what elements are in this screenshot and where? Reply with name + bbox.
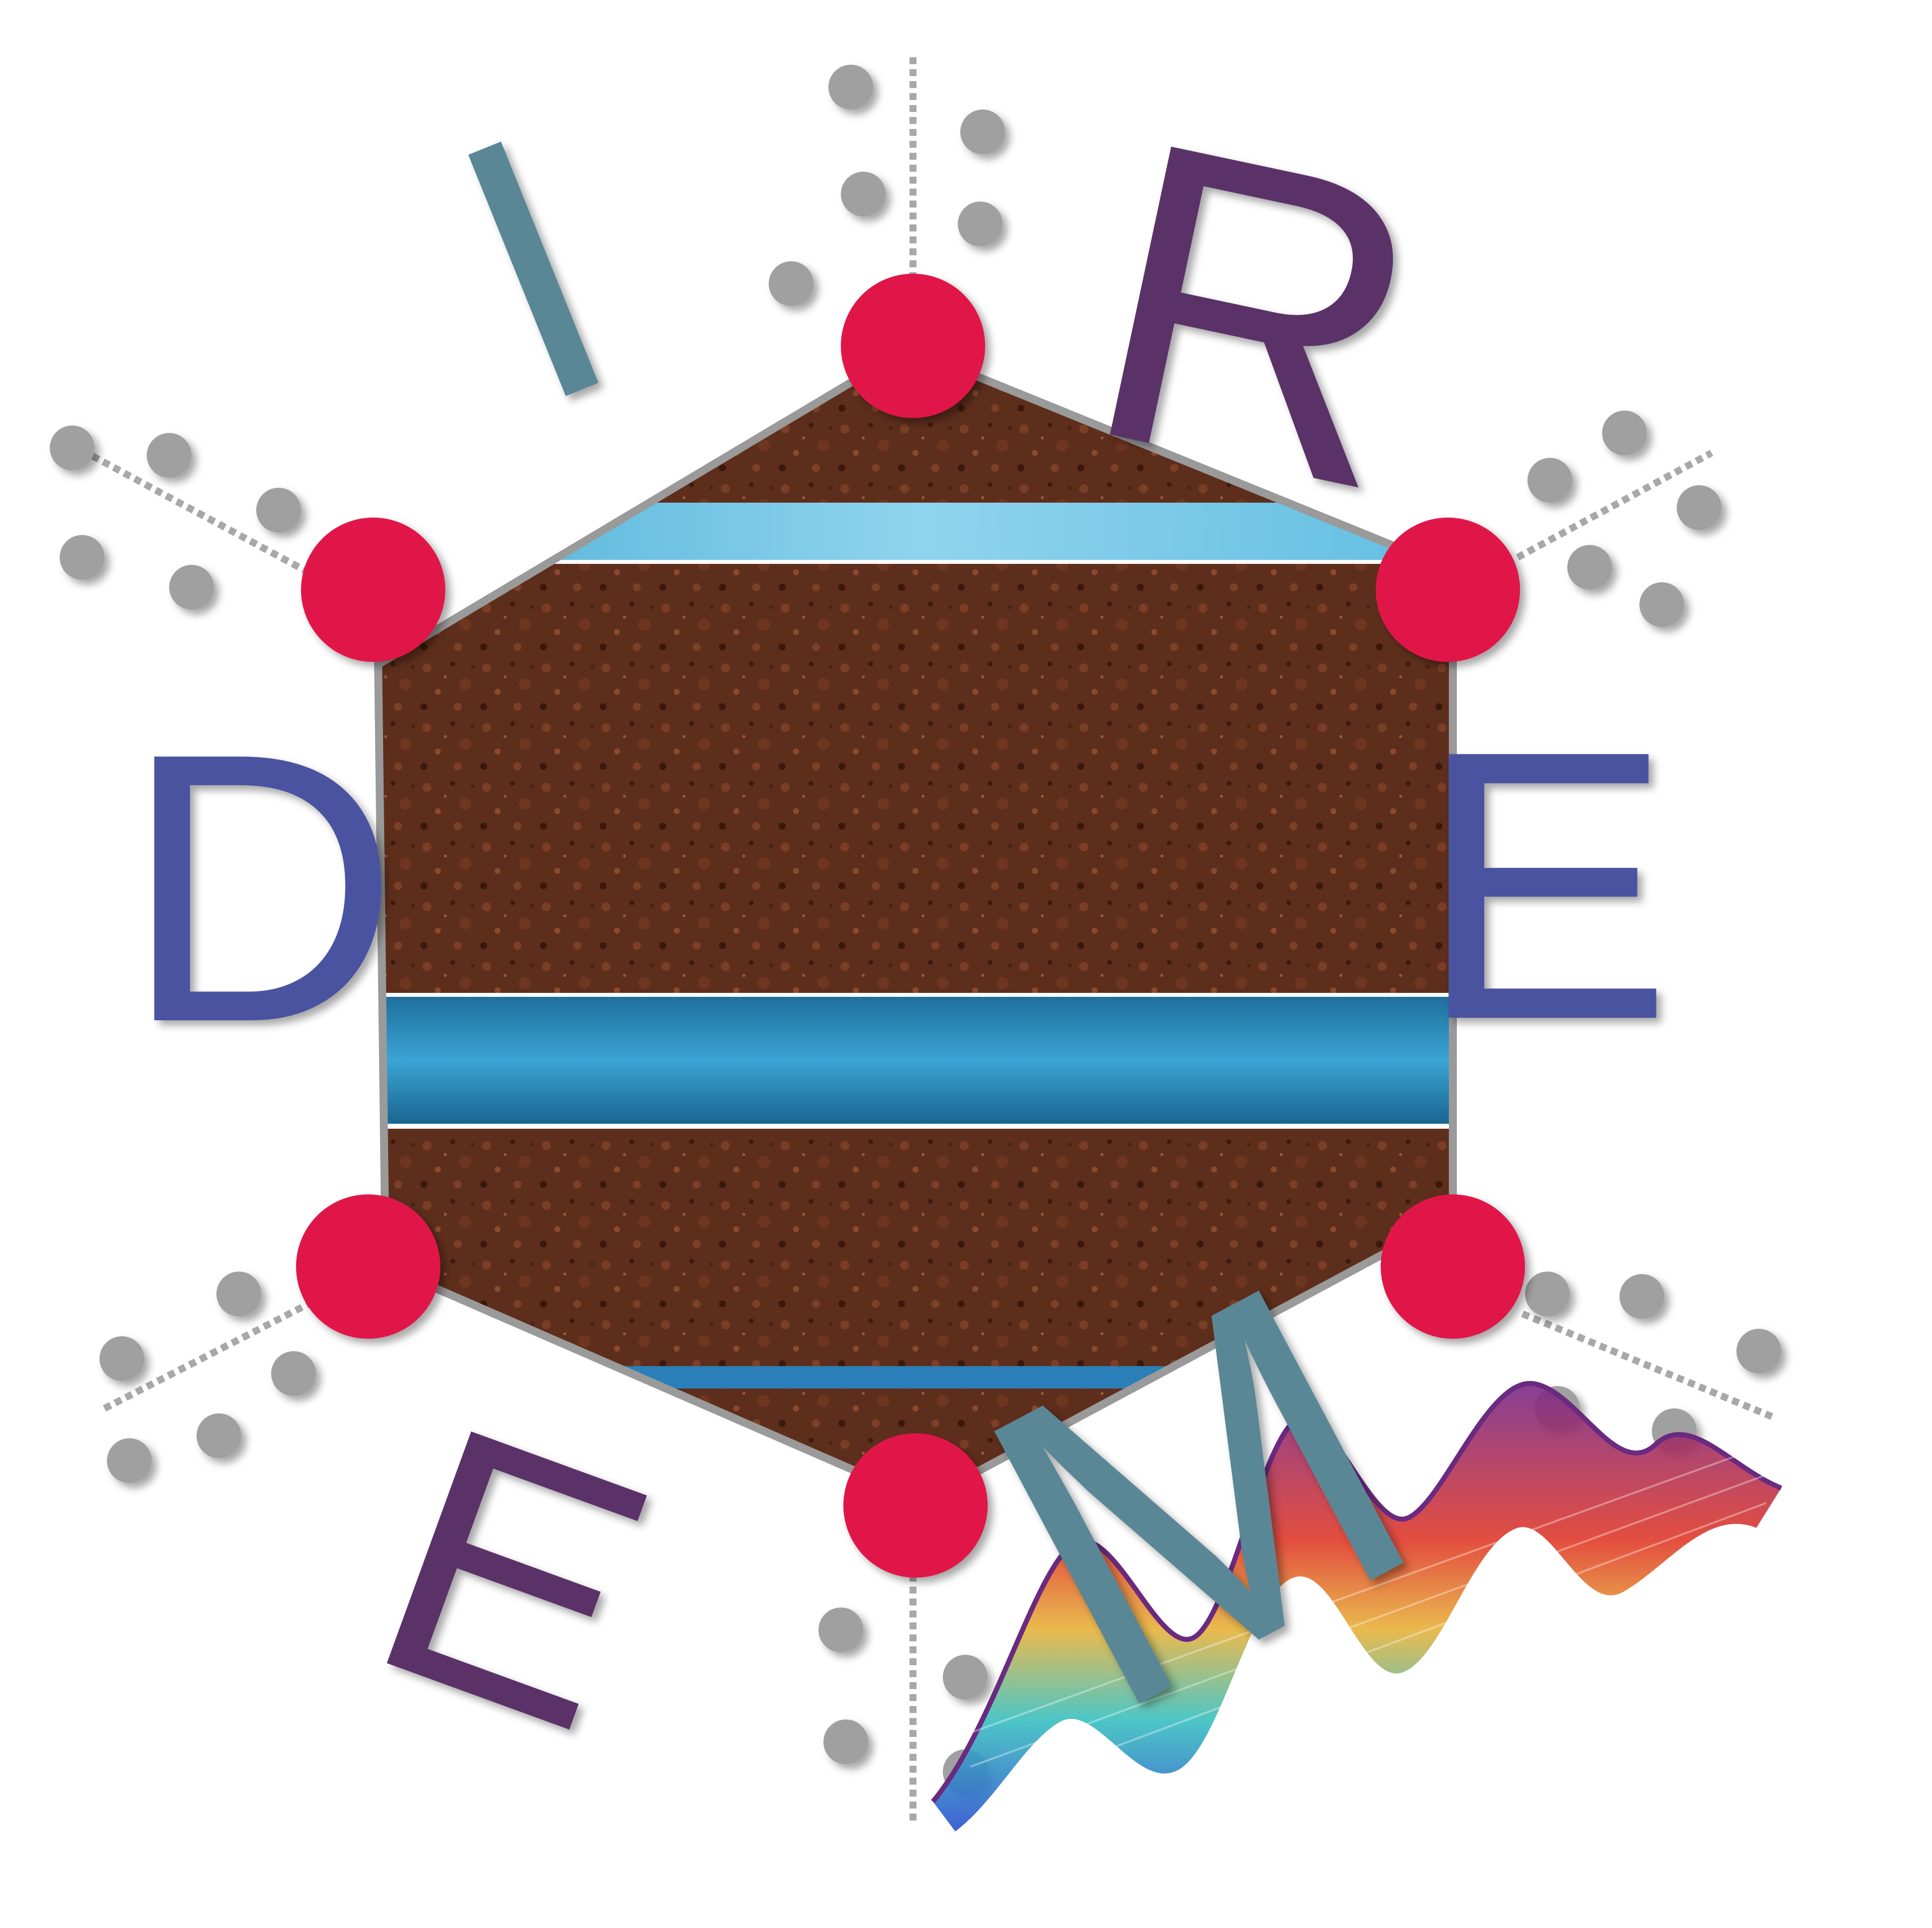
water-layer-icon [597, 1366, 1219, 1389]
letter-i: I [406, 53, 661, 484]
water-layer-icon [378, 997, 1453, 1124]
vertex-node-icon [296, 274, 1525, 1578]
letter-r: R [1057, 49, 1458, 581]
letter-d: D [123, 674, 400, 1102]
grey-dot-icon [50, 65, 1781, 1794]
wave-surface-icon [931, 1381, 1782, 1831]
letter-e-bottom: E [333, 1348, 695, 1807]
letter-e-right: E [1417, 671, 1673, 1099]
soil-hexagon-icon [374, 344, 1457, 1495]
